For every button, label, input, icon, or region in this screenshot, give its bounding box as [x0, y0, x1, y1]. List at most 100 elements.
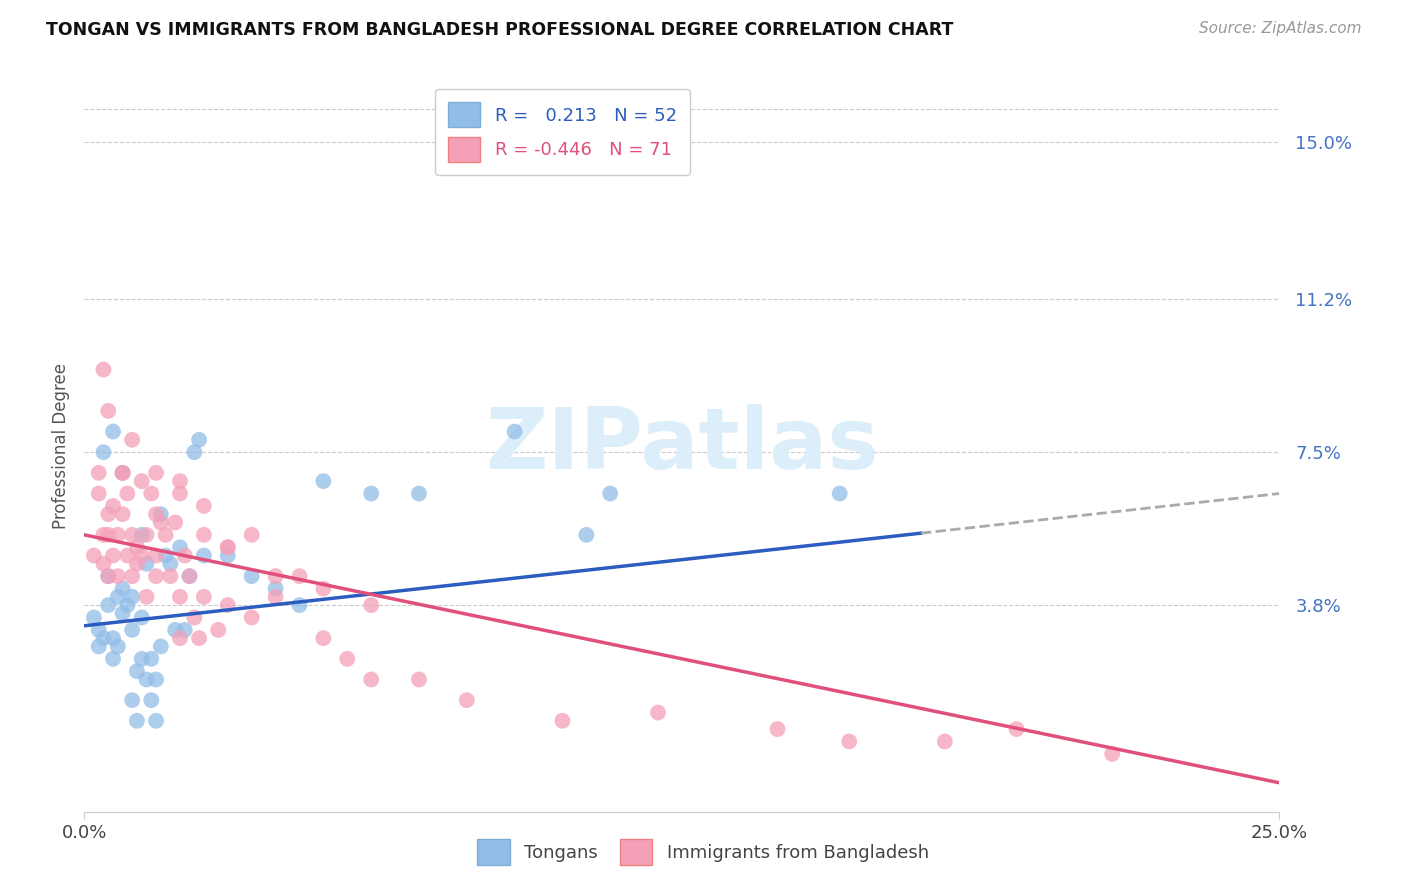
Point — [125, 664, 148, 678]
Point — [87, 623, 110, 637]
Point — [141, 693, 163, 707]
Point — [121, 569, 143, 583]
Point — [125, 541, 148, 555]
Point — [125, 714, 148, 728]
Point — [155, 528, 177, 542]
Point — [149, 640, 172, 654]
Point — [169, 541, 191, 555]
Point — [838, 734, 860, 748]
Point — [83, 610, 105, 624]
Point — [360, 673, 382, 687]
Point — [312, 631, 335, 645]
Point — [93, 557, 115, 571]
Point — [121, 590, 143, 604]
Point — [193, 528, 215, 542]
Point — [179, 569, 201, 583]
Point — [101, 549, 124, 563]
Point — [107, 528, 129, 542]
Point — [599, 486, 621, 500]
Point — [93, 445, 115, 459]
Point — [503, 425, 526, 439]
Point — [121, 693, 143, 707]
Point — [240, 610, 263, 624]
Point — [408, 486, 430, 500]
Point — [135, 673, 157, 687]
Point — [141, 486, 163, 500]
Point — [551, 714, 574, 728]
Point — [135, 557, 157, 571]
Point — [169, 631, 191, 645]
Point — [179, 569, 201, 583]
Point — [135, 528, 157, 542]
Point — [336, 652, 359, 666]
Point — [121, 433, 143, 447]
Point — [193, 499, 215, 513]
Point — [173, 623, 195, 637]
Point — [169, 590, 191, 604]
Text: ZIPatlas: ZIPatlas — [485, 404, 879, 488]
Point — [125, 557, 148, 571]
Point — [145, 714, 167, 728]
Point — [360, 598, 382, 612]
Point — [131, 549, 153, 563]
Point — [117, 598, 139, 612]
Text: TONGAN VS IMMIGRANTS FROM BANGLADESH PROFESSIONAL DEGREE CORRELATION CHART: TONGAN VS IMMIGRANTS FROM BANGLADESH PRO… — [46, 21, 953, 38]
Point — [111, 466, 134, 480]
Point — [93, 362, 115, 376]
Point — [145, 466, 167, 480]
Point — [360, 486, 382, 500]
Point — [288, 598, 311, 612]
Legend: R =   0.213   N = 52, R = -0.446   N = 71: R = 0.213 N = 52, R = -0.446 N = 71 — [436, 89, 689, 175]
Point — [111, 507, 134, 521]
Point — [288, 569, 311, 583]
Point — [207, 623, 229, 637]
Point — [93, 528, 115, 542]
Point — [159, 557, 181, 571]
Point — [149, 507, 172, 521]
Point — [264, 569, 287, 583]
Point — [97, 569, 120, 583]
Point — [93, 631, 115, 645]
Point — [766, 722, 789, 736]
Point — [87, 466, 110, 480]
Point — [149, 516, 172, 530]
Point — [183, 445, 205, 459]
Point — [131, 528, 153, 542]
Point — [87, 640, 110, 654]
Point — [173, 549, 195, 563]
Point — [111, 607, 134, 621]
Point — [188, 433, 211, 447]
Point — [159, 569, 181, 583]
Point — [169, 486, 191, 500]
Point — [217, 549, 239, 563]
Point — [145, 549, 167, 563]
Point — [111, 582, 134, 596]
Point — [121, 528, 143, 542]
Point — [121, 623, 143, 637]
Point — [107, 590, 129, 604]
Point — [141, 652, 163, 666]
Point — [111, 466, 134, 480]
Point — [217, 541, 239, 555]
Point — [647, 706, 669, 720]
Point — [264, 590, 287, 604]
Point — [1101, 747, 1123, 761]
Point — [97, 569, 120, 583]
Point — [83, 549, 105, 563]
Point — [193, 590, 215, 604]
Point — [165, 516, 187, 530]
Point — [97, 598, 120, 612]
Point — [107, 640, 129, 654]
Point — [312, 474, 335, 488]
Point — [135, 590, 157, 604]
Point — [575, 528, 598, 542]
Point — [165, 623, 187, 637]
Point — [193, 549, 215, 563]
Text: Source: ZipAtlas.com: Source: ZipAtlas.com — [1198, 21, 1361, 36]
Point — [145, 673, 167, 687]
Point — [101, 631, 124, 645]
Point — [408, 673, 430, 687]
Point — [240, 569, 263, 583]
Point — [264, 582, 287, 596]
Point — [312, 582, 335, 596]
